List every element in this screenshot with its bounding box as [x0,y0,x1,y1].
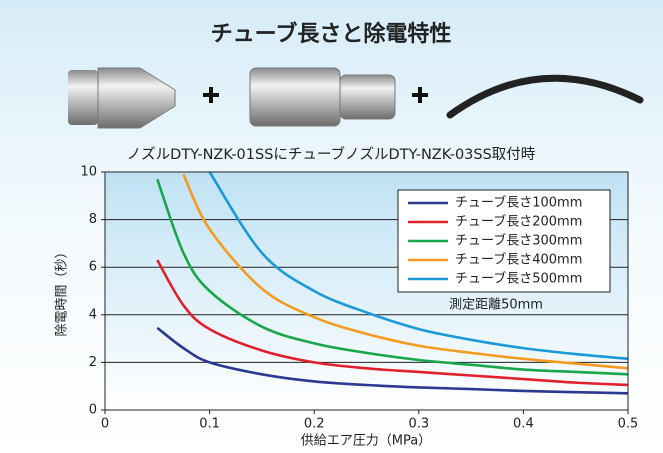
x-axis-label: 供給エア圧力（MPa） [301,434,431,449]
chart-title: チューブ長さと除電特性 [211,21,452,47]
ticks: 0 2 4 6 8 10 0 0.1 0.2 0.3 0.4 0.5 [80,165,638,432]
x-tick-label: 0.2 [304,417,325,432]
series-line [208,171,629,361]
legend-label: チューブ長さ400mm [455,252,582,268]
series-line [156,178,629,376]
nozzle-tip [97,67,176,129]
tube [446,74,644,119]
series-line [156,326,629,395]
x-tick-label: 0 [101,417,109,432]
plus-sign [412,87,428,103]
y-axis-label: 除電時間（秒） [55,245,70,336]
tube-holder-end [339,74,396,120]
tube-holder [249,67,341,127]
x-tick-label: 0.4 [513,417,534,432]
y-tick-label: 4 [89,307,97,322]
lines [156,171,629,395]
product-images [68,67,644,129]
x-tick-label: 0.3 [408,417,429,432]
legend-label: チューブ長さ300mm [455,233,582,249]
legend-box [397,189,611,293]
series-line [156,259,629,387]
plus-sign [203,87,219,103]
annotation: 測定距離50mm [449,298,543,313]
nozzle-base [68,70,98,125]
series-line [182,173,629,370]
chart-subtitle: ノズルDTY-NZK-01SSにチューブノズルDTY-NZK-03SS取付時 [127,145,536,163]
plot-border [104,171,629,411]
y-tick-label: 8 [89,212,97,227]
y-tick-label: 10 [80,165,97,180]
legend: チューブ長さ100mm チューブ長さ200mm チューブ長さ300mm チューブ長さ4… [397,189,611,293]
y-tick-label: 0 [89,403,97,418]
y-tick-label: 2 [89,355,97,370]
y-tick-label: 6 [89,260,97,275]
x-tick-label: 0.5 [618,417,639,432]
legend-label: チューブ長さ500mm [455,271,582,287]
legend-label: チューブ長さ200mm [455,214,582,230]
x-tick-label: 0.1 [199,417,220,432]
legend-label: チューブ長さ100mm [455,195,582,211]
